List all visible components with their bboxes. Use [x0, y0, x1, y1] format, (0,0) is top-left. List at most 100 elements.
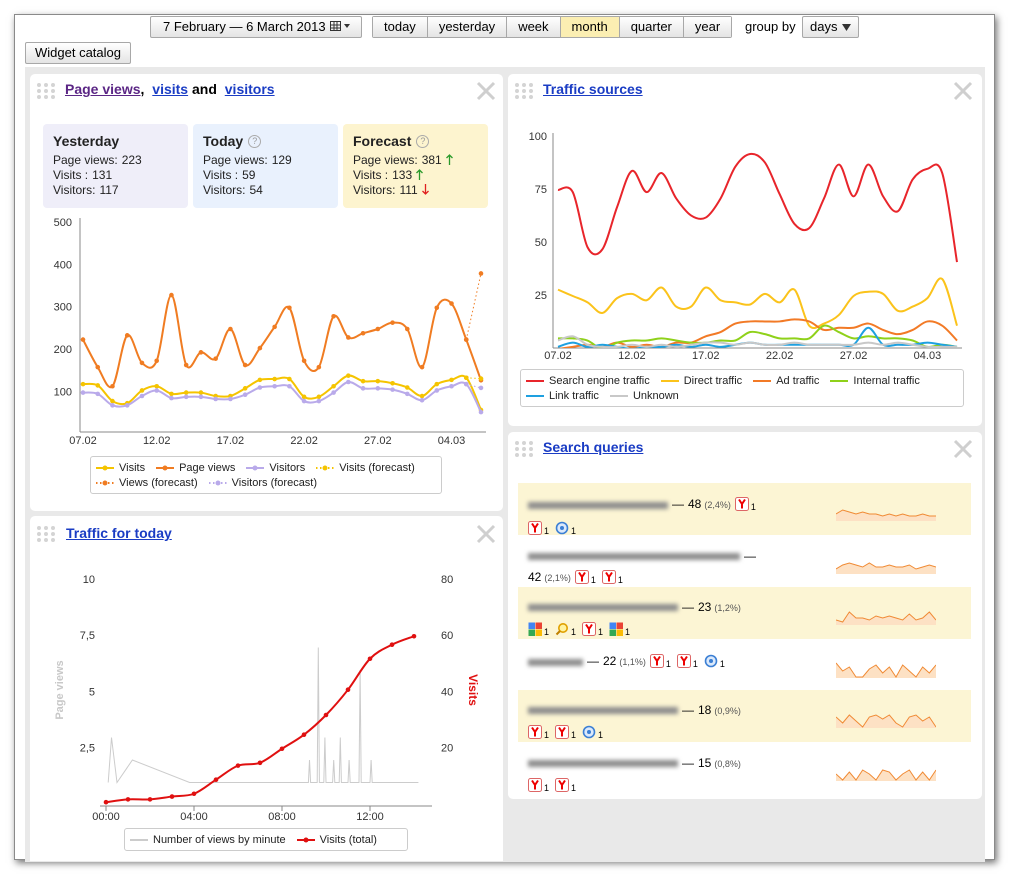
query-text: — 15 (0,8%) 1 1 — [528, 753, 764, 798]
period-button[interactable]: week — [507, 17, 561, 37]
title-link[interactable]: Traffic for today — [66, 525, 172, 541]
legend-item[interactable]: Search engine traffic — [525, 373, 650, 388]
query-stats: 22 (1,1%) — [603, 651, 646, 672]
date-range-picker[interactable]: 7 February — 6 March 2013 — [150, 16, 362, 38]
legend-item[interactable]: Internal traffic — [829, 373, 920, 388]
engine-count: 1 — [571, 730, 577, 740]
legend-swatch — [208, 480, 227, 485]
title-link[interactable]: Search queries — [543, 439, 644, 455]
card-value: 133 — [392, 168, 413, 182]
legend-item[interactable]: Direct traffic — [660, 373, 742, 388]
legend-swatch — [830, 379, 849, 382]
engine: 1 — [528, 517, 549, 541]
summary-card: Today? Page views: 129 Visits :59 Visitors: 5… — [193, 124, 338, 208]
icon-core — [708, 658, 713, 663]
period-button[interactable]: month — [560, 17, 620, 37]
period-button[interactable]: today — [373, 17, 428, 37]
summary-card: Yesterday Page views: 223 Visits :131 Visito… — [43, 124, 188, 208]
engine: 1 — [528, 721, 549, 745]
select-arrow — [842, 24, 851, 31]
card-label: Page views: — [53, 153, 118, 167]
query-row: — 22 (1,1%) 1 1 1 — [518, 640, 971, 689]
legend-label: Visitors — [269, 461, 306, 474]
help-icon[interactable]: ? — [416, 135, 430, 148]
icon-glyph — [578, 571, 586, 582]
icon-handle — [555, 630, 561, 636]
query-text: — 22 (1,1%) 1 1 1 — [528, 650, 764, 674]
group-by-select[interactable]: days — [802, 16, 859, 38]
icon-core — [587, 729, 592, 734]
card-title: Yesterday — [53, 133, 178, 149]
engine-icon — [555, 724, 570, 739]
sparkline — [836, 769, 936, 781]
icon-glyph — [531, 726, 539, 737]
card-row: Visitors: 111 — [353, 183, 478, 198]
card-label: Visitors: — [353, 183, 396, 197]
query-blurred — [528, 707, 678, 715]
engine: 1 — [555, 721, 576, 745]
query-row: — 48 (2,4%) 1 1 1 — [518, 483, 971, 536]
title-link[interactable]: Page views — [65, 81, 141, 97]
title-separator: , — [140, 81, 145, 97]
legend-item[interactable]: Visitors (forecast) — [208, 475, 317, 490]
legend-dot — [252, 465, 258, 470]
legend-item[interactable]: Visitors — [245, 460, 305, 475]
period-button[interactable]: yesterday — [427, 17, 508, 37]
period-button[interactable]: year — [683, 17, 732, 37]
period-button[interactable]: quarter — [619, 17, 684, 37]
query-row: — 15 (0,8%) 1 1 — [518, 743, 971, 793]
query-blurred — [528, 553, 740, 561]
query-stats: 42 (2,1%) — [528, 567, 571, 588]
legend-label: Number of views by minute — [153, 833, 286, 846]
help-icon[interactable]: ? — [248, 135, 262, 148]
engine-count: 1 — [719, 659, 725, 669]
icon-part — [535, 629, 542, 636]
legend-item[interactable]: Visits — [95, 460, 145, 475]
engine-icon — [734, 496, 749, 511]
engine: 1 — [555, 618, 576, 642]
period-switch: today yesterday week month quarter year — [372, 16, 733, 38]
legend-item[interactable]: Page views — [155, 460, 235, 475]
query-dash: — — [744, 549, 756, 563]
legend-item[interactable]: Views (forecast) — [95, 475, 198, 490]
query-dash: — — [682, 756, 694, 770]
icon-glyph — [531, 779, 539, 790]
legend-swatch — [316, 465, 335, 470]
legend-label: Ad traffic — [776, 374, 820, 387]
engine-icon — [555, 521, 569, 535]
widget-catalog-button[interactable]: Widget catalog — [25, 42, 131, 64]
legend-item[interactable]: Link traffic — [525, 388, 599, 403]
trend-arrow — [416, 169, 424, 180]
legend-swatch — [96, 480, 114, 485]
legend-swatch — [156, 465, 175, 470]
title-link[interactable]: visits — [152, 81, 189, 97]
icon-glyph — [605, 571, 613, 582]
title-link[interactable]: Traffic sources — [543, 81, 643, 97]
sparkline-line — [836, 662, 936, 678]
legend: Search engine traffic Direct traffic Ad tr… — [520, 369, 964, 407]
engine-count: 1 — [625, 627, 631, 637]
legend-swatch — [96, 465, 114, 470]
title-link[interactable]: visitors — [224, 81, 275, 97]
legend-item[interactable]: Ad traffic — [752, 373, 819, 388]
query-stats: 23 (1,2%) — [698, 597, 741, 618]
engine: 1 — [528, 618, 549, 642]
legend: Visits Page views Visitors Visits (forecast… — [90, 456, 442, 494]
legend-label: Page views — [179, 461, 236, 474]
queries-title: Search queries — [543, 439, 643, 455]
legend-item[interactable]: Visits (forecast) — [315, 460, 415, 475]
legend-swatch — [526, 394, 544, 397]
legend-item[interactable]: Number of views by minute — [129, 832, 286, 847]
legend-swatch — [246, 465, 265, 470]
query-count: 42 — [528, 570, 542, 585]
engine: 1 — [574, 566, 596, 590]
sparkline-line — [836, 611, 936, 623]
engine-icon — [555, 777, 570, 792]
legend-item[interactable]: Unknown — [609, 388, 679, 403]
legend-item[interactable]: Visits (total) — [296, 832, 377, 847]
card-title-text: Yesterday — [53, 133, 120, 149]
icon-core — [560, 525, 565, 530]
engine: 1 — [601, 566, 623, 590]
query-count: 23 — [698, 600, 712, 614]
